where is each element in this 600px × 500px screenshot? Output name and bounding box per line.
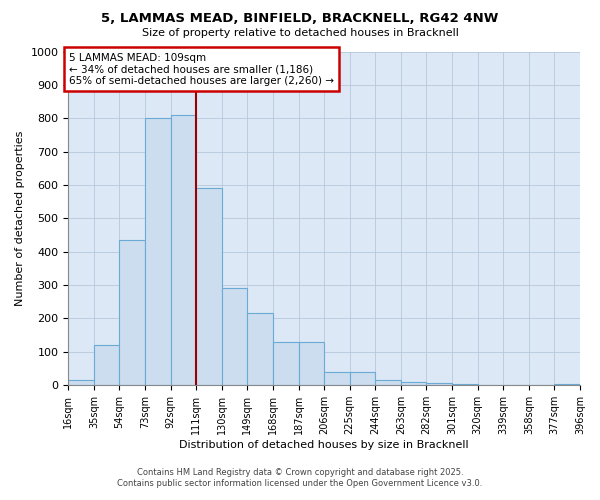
Bar — [94, 345, 119, 385]
Text: 5 LAMMAS MEAD: 109sqm
← 34% of detached houses are smaller (1,186)
65% of semi-d: 5 LAMMAS MEAD: 109sqm ← 34% of detached … — [69, 52, 334, 86]
Bar — [273, 342, 299, 385]
Bar — [427, 382, 452, 385]
Text: 5, LAMMAS MEAD, BINFIELD, BRACKNELL, RG42 4NW: 5, LAMMAS MEAD, BINFIELD, BRACKNELL, RG4… — [101, 12, 499, 26]
Bar — [196, 188, 222, 385]
Bar — [554, 384, 580, 385]
Bar — [222, 288, 247, 385]
Bar — [324, 372, 350, 385]
Bar — [401, 382, 427, 385]
Bar — [350, 372, 376, 385]
Y-axis label: Number of detached properties: Number of detached properties — [15, 130, 25, 306]
Bar — [452, 384, 478, 385]
Bar — [119, 240, 145, 385]
Text: Contains HM Land Registry data © Crown copyright and database right 2025.
Contai: Contains HM Land Registry data © Crown c… — [118, 468, 482, 487]
Text: Size of property relative to detached houses in Bracknell: Size of property relative to detached ho… — [142, 28, 458, 38]
Bar — [376, 380, 401, 385]
X-axis label: Distribution of detached houses by size in Bracknell: Distribution of detached houses by size … — [179, 440, 469, 450]
Bar — [478, 384, 503, 385]
Bar — [68, 380, 94, 385]
Bar — [170, 115, 196, 385]
Bar — [247, 314, 273, 385]
Bar — [145, 118, 170, 385]
Bar — [299, 342, 324, 385]
